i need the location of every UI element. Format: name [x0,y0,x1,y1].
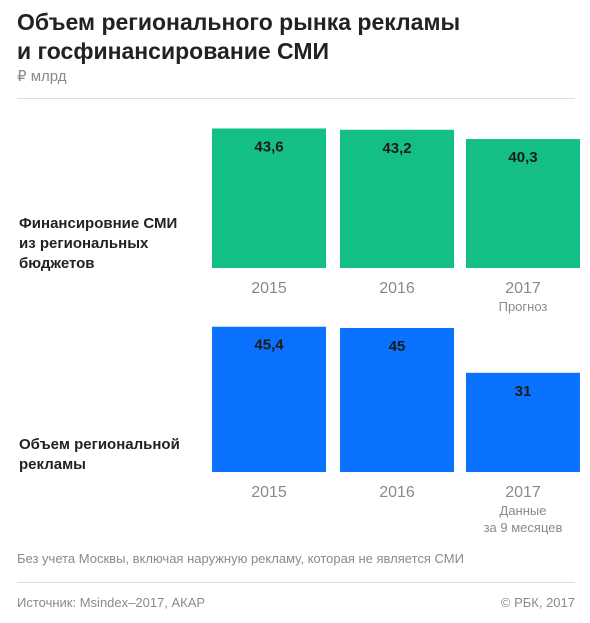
panel-1-value-label-2015: 43,6 [254,138,283,155]
panel-1-year-label-2015: 2015 [251,280,287,297]
panel-2-year-label-2015: 2015 [251,484,287,501]
panel-1-label-line-3: бюджетов [19,255,95,272]
panel-2-label-line-2: рекламы [19,456,86,473]
panel-2-label: Объем региональной рекламы [19,435,180,475]
chart-title-line-2: и госфинансирование СМИ [17,38,330,64]
panel-1-value-label-2016: 43,2 [382,140,411,157]
panel-1-bar-2016 [340,129,454,268]
panel-2-note-2017-line-2: за 9 месяцев [484,520,563,535]
panel-2-year-label-2017: 2017 [505,484,541,501]
panel-1-note-2017-line-1: Прогноз [499,299,548,314]
footnote: Без учета Москвы, включая наружную рекла… [17,551,464,566]
source-text: Источник: Msindex–2017, АКАР [17,595,206,610]
panel-1-bar-2017 [466,139,580,268]
chart-title-line-1: Объем регионального рынка рекламы [17,9,461,35]
panel-2-bar-2015 [212,326,326,472]
panel-2-value-label-2015: 45,4 [254,337,284,354]
copyright-text: © РБК, 2017 [500,595,575,610]
panel-2-value-label-2017: 31 [515,383,532,400]
panel-1-label: Финансировние СМИ из региональных бюджет… [19,214,177,274]
panel-2-year-label-2016: 2016 [379,484,415,501]
panel-2-bar-2017 [466,372,580,472]
panel-2-value-label-2016: 45 [389,338,406,355]
panel-2-label-line-1: Объем региональной [19,436,180,453]
panel-1-label-line-2: из региональных [19,235,149,252]
top-divider [17,98,575,99]
chart-title: Объем регионального рынка рекламы и госф… [17,8,460,66]
panel-1-year-label-2017: 2017 [505,280,541,297]
unit-label: ₽ млрд [17,68,67,85]
bottom-divider [17,582,575,583]
panel-1-year-label-2016: 2016 [379,280,415,297]
panel-1-bar-2015 [212,128,326,268]
panel-2-note-2017-line-1: Данные [500,503,547,518]
panel-2-bar-2016 [340,328,454,472]
panel-1-label-line-1: Финансировние СМИ [19,215,178,232]
panel-1-value-label-2017: 40,3 [508,149,537,166]
